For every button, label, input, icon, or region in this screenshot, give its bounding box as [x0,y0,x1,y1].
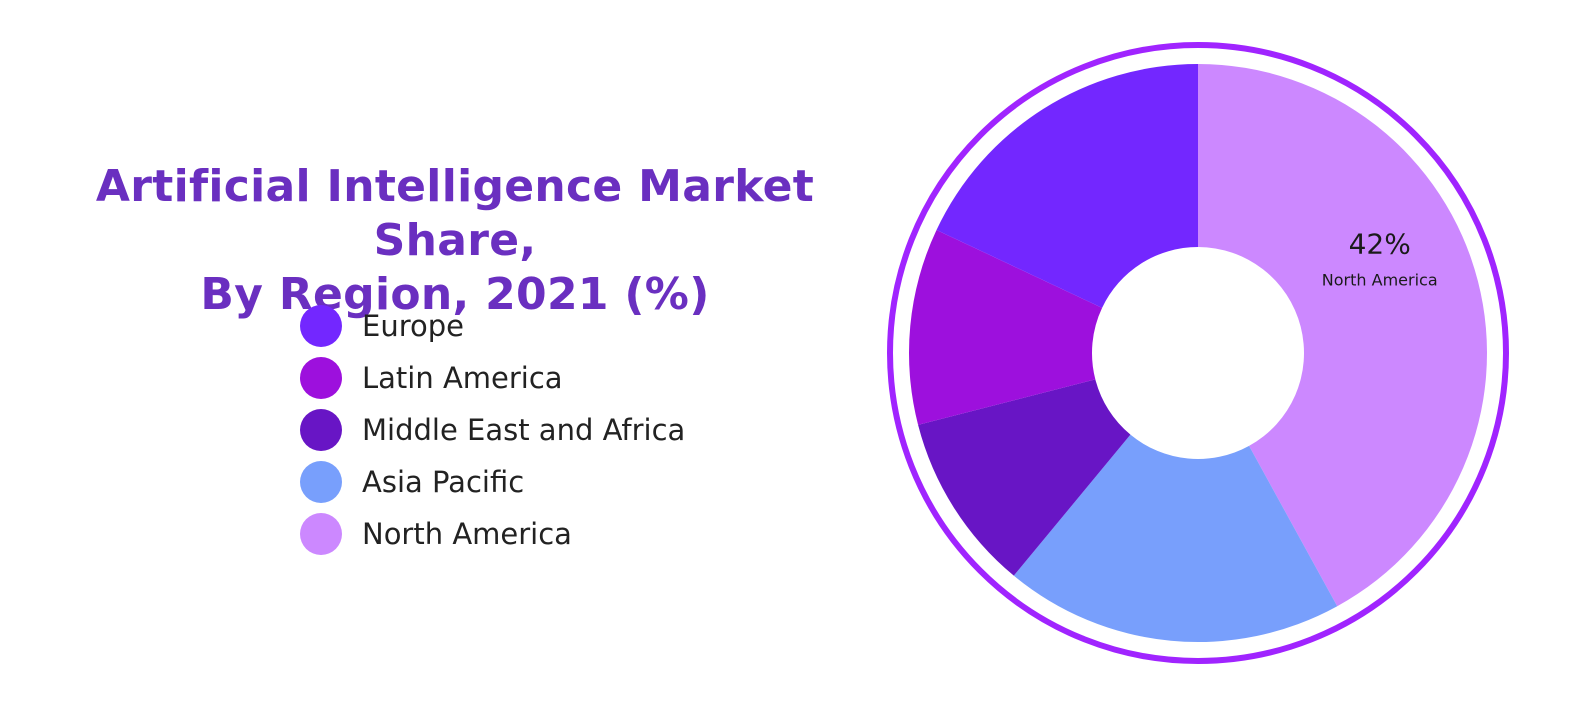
legend-item-latin-america: Latin America [300,352,800,404]
legend-label-latin-america: Latin America [362,361,563,395]
legend-swatch-europe [300,305,342,347]
donut-slice-north-america [1198,64,1487,607]
legend-label-asia-pacific: Asia Pacific [362,465,525,499]
chart-title-line-2: By Region, 2021 (%) [200,269,710,320]
chart-title: Artificial Intelligence Market Share, By… [20,160,890,322]
legend-label-europe: Europe [362,309,464,343]
slice-annotation-label: North America [1322,270,1438,289]
legend-label-north-america: North America [362,517,572,551]
legend-item-middle-east-and-africa: Middle East and Africa [300,404,800,456]
legend-swatch-north-america [300,513,342,555]
slice-annotation: 42% North America [1322,227,1438,289]
donut-slice-middle-east-and-africa [918,379,1131,576]
chart-title-line-1: Artificial Intelligence Market Share, [95,161,815,266]
legend-item-north-america: North America [300,508,800,560]
legend-label-middle-east-and-africa: Middle East and Africa [362,413,686,447]
slice-annotation-value: 42% [1349,227,1411,260]
legend-item-europe: Europe [300,300,800,352]
donut-slice-latin-america [909,229,1103,425]
legend-swatch-latin-america [300,357,342,399]
donut-slices [909,64,1487,642]
legend-swatch-middle-east-and-africa [300,409,342,451]
donut-slice-asia-pacific [1013,434,1338,642]
chart-legend: Europe Latin America Middle East and Afr… [300,300,800,560]
legend-swatch-asia-pacific [300,461,342,503]
legend-item-asia-pacific: Asia Pacific [300,456,800,508]
donut-slice-europe [936,64,1198,308]
donut-outer-ring [887,42,1509,664]
